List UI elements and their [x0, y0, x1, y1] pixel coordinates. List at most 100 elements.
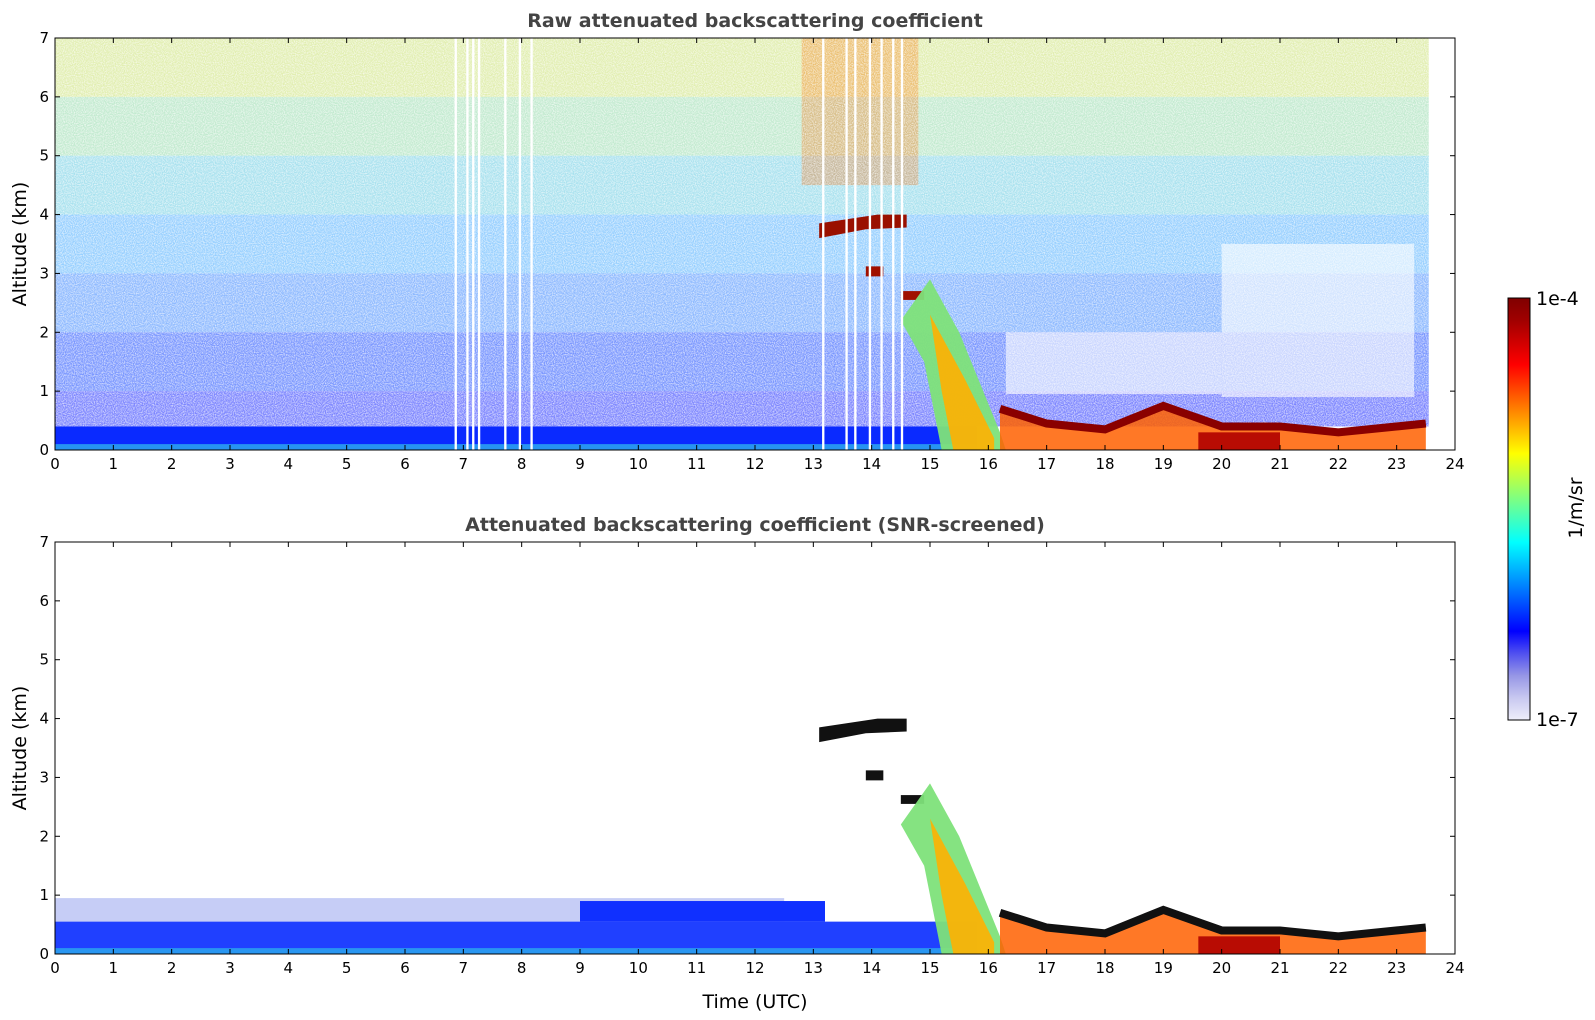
x-tick-label: 20 — [1212, 959, 1231, 977]
x-tick-label: 17 — [1037, 455, 1056, 473]
x-tick-label: 22 — [1329, 455, 1348, 473]
x-tick-label: 8 — [517, 455, 527, 473]
x-tick-label: 7 — [459, 455, 469, 473]
y-tick-label: 5 — [39, 147, 49, 165]
x-tick-label: 9 — [575, 959, 585, 977]
y-tick-label: 1 — [39, 886, 49, 904]
x-tick-label: 3 — [225, 959, 235, 977]
x-tick-label: 0 — [50, 455, 60, 473]
x-tick-label: 23 — [1387, 959, 1406, 977]
data-gap — [845, 38, 848, 450]
cloud-core — [1198, 936, 1280, 954]
data-gap — [530, 38, 533, 450]
x-tick-label: 18 — [1095, 455, 1114, 473]
y-axis-label: Altitude (km) — [9, 686, 31, 811]
plot-frame — [54, 541, 1456, 955]
data-gap — [454, 38, 457, 450]
panel-raw: Raw attenuated backscattering coefficien… — [9, 10, 1465, 473]
y-axis: 0 1 2 3 4 5 6 7 — [39, 29, 1455, 459]
y-axis: 0 1 2 3 4 5 6 7 — [39, 533, 1455, 963]
colorbar-gradient — [1507, 297, 1531, 721]
elevated-cloud — [819, 214, 907, 239]
data-gap — [900, 38, 904, 450]
x-tick-label: 24 — [1445, 959, 1464, 977]
x-tick-label: 19 — [1154, 959, 1173, 977]
x-tick-label: 4 — [284, 959, 294, 977]
cloud-patch — [900, 795, 925, 804]
x-tick-label: 19 — [1154, 455, 1173, 473]
x-tick-label: 2 — [167, 959, 177, 977]
x-tick-label: 15 — [920, 959, 939, 977]
y-tick-label: 0 — [39, 945, 49, 963]
surface-aerosol-layer — [55, 444, 977, 450]
cloud-top — [998, 905, 1427, 941]
cloud-patch — [900, 291, 925, 300]
x-tick-label: 6 — [400, 959, 410, 977]
x-tick-label: 14 — [862, 959, 881, 977]
data-gap — [466, 38, 469, 450]
x-tick-label: 1 — [109, 959, 119, 977]
x-tick-label: 1 — [109, 455, 119, 473]
x-tick-label: 10 — [629, 959, 648, 977]
x-tick-label: 17 — [1037, 959, 1056, 977]
x-tick-label: 5 — [342, 455, 352, 473]
x-tick-label: 4 — [284, 455, 294, 473]
colorbar-unit-label: 1/m/sr — [1565, 477, 1587, 538]
panel-screened: Attenuated backscattering coefficient (S… — [9, 514, 1465, 1013]
cloud-top — [998, 401, 1427, 437]
cloud-patch — [865, 266, 884, 277]
noise-texture — [55, 38, 1429, 450]
x-tick-label: 16 — [979, 959, 998, 977]
x-axis: 0 1 2 3 4 5 6 7 8 9 10 11 12 13 14 15 16 17 18 19 20 21 22 23 24 — [50, 38, 1465, 473]
y-tick-label: 7 — [39, 533, 49, 551]
x-tick-label: 20 — [1212, 455, 1231, 473]
cloud-core — [1198, 432, 1280, 450]
x-axis: 0 1 2 3 4 5 6 7 8 9 10 11 12 13 14 15 16 17 18 19 20 21 22 23 24 — [50, 542, 1465, 977]
y-tick-label: 4 — [39, 206, 49, 224]
data-gap — [868, 38, 872, 450]
heatmap-area — [55, 718, 1427, 954]
x-tick-label: 6 — [400, 455, 410, 473]
y-tick-label: 2 — [39, 827, 49, 845]
x-tick-label: 16 — [979, 455, 998, 473]
x-tick-label: 8 — [517, 959, 527, 977]
colorbar-min-label: 1e-7 — [1536, 709, 1579, 731]
y-axis-label: Altitude (km) — [9, 182, 31, 307]
elevated-cloud — [819, 718, 907, 743]
x-tick-label: 23 — [1387, 455, 1406, 473]
x-tick-label: 7 — [459, 959, 469, 977]
x-tick-label: 10 — [629, 455, 648, 473]
x-tick-label: 13 — [804, 455, 823, 473]
x-tick-label: 0 — [50, 959, 60, 977]
data-gap — [504, 38, 507, 450]
low-cloud-body — [1000, 405, 1426, 450]
cloud-patch — [865, 770, 884, 781]
y-tick-label: 6 — [39, 592, 49, 610]
aerosol-layer — [55, 948, 977, 954]
y-tick-label: 3 — [39, 264, 49, 282]
heatmap-area — [55, 38, 1429, 450]
y-tick-label: 0 — [39, 441, 49, 459]
data-gap — [892, 38, 895, 450]
x-tick-label: 21 — [1270, 455, 1289, 473]
x-tick-label: 24 — [1445, 455, 1464, 473]
data-gap — [822, 38, 825, 450]
x-tick-label: 13 — [804, 959, 823, 977]
colorbar-max-label: 1e-4 — [1536, 288, 1579, 310]
y-tick-label: 6 — [39, 88, 49, 106]
aerosol-layer — [580, 901, 825, 922]
y-tick-label: 4 — [39, 710, 49, 728]
x-tick-label: 2 — [167, 455, 177, 473]
x-tick-label: 3 — [225, 455, 235, 473]
x-tick-label: 9 — [575, 455, 585, 473]
data-gap — [518, 38, 522, 450]
colorbar: 1e-4 1e-7 1/m/sr — [1507, 288, 1587, 731]
data-gap — [472, 38, 475, 450]
y-tick-label: 7 — [39, 29, 49, 47]
precipitation-core — [930, 314, 995, 450]
y-tick-label: 1 — [39, 382, 49, 400]
y-tick-label: 2 — [39, 323, 49, 341]
y-tick-label: 5 — [39, 651, 49, 669]
x-tick-label: 14 — [862, 455, 881, 473]
